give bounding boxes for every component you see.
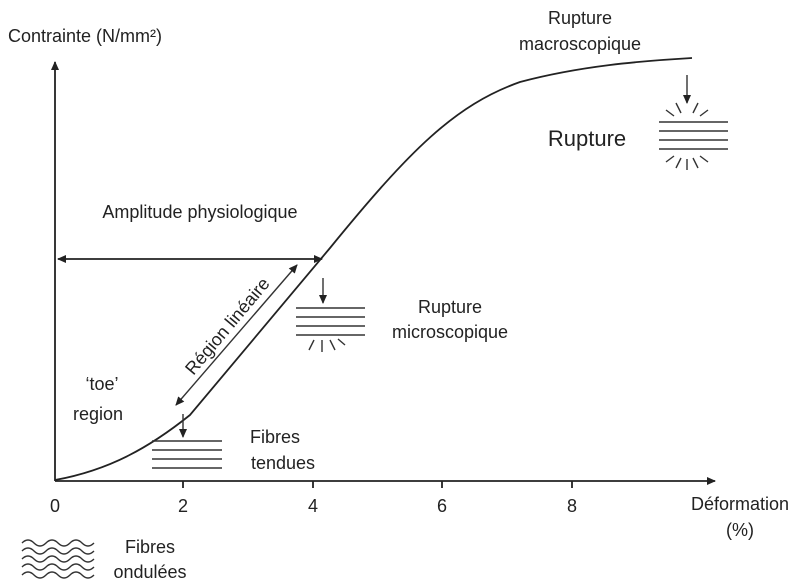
micro-rupture-icon: [296, 278, 365, 352]
annotation: Rupture: [548, 126, 626, 151]
annotation: Fibres: [250, 427, 300, 447]
x-axis-label: Déformation: [691, 494, 789, 514]
annotation: region: [73, 404, 123, 424]
rupture-icon: [659, 75, 728, 170]
annotation: Région linéaire: [181, 274, 274, 379]
annotation: ondulées: [113, 562, 186, 582]
tick-label: 2: [178, 496, 188, 516]
y-axis-label: Contrainte (N/mm²): [8, 26, 162, 46]
annotation: microscopique: [392, 322, 508, 342]
tick-label: 8: [567, 496, 577, 516]
x-ticks: 0 2 4 6 8: [50, 481, 577, 516]
annotation: macroscopique: [519, 34, 641, 54]
annotation: Fibres: [125, 537, 175, 557]
annotation: Rupture: [418, 297, 482, 317]
tick-label: 0: [50, 496, 60, 516]
stress-strain-curve: [54, 57, 693, 481]
annotation: ‘toe’: [85, 374, 118, 394]
x-axis-unit: (%): [726, 520, 754, 540]
tick-label: 6: [437, 496, 447, 516]
fibres-tendues-icon: [152, 414, 222, 469]
wavy-fibres-icon: [21, 539, 95, 579]
tick-label: 4: [308, 496, 318, 516]
annotation: tendues: [251, 453, 315, 473]
annotation: Amplitude physiologique: [102, 202, 297, 222]
annotation: Rupture: [548, 8, 612, 28]
linear-arrow: [175, 264, 298, 406]
